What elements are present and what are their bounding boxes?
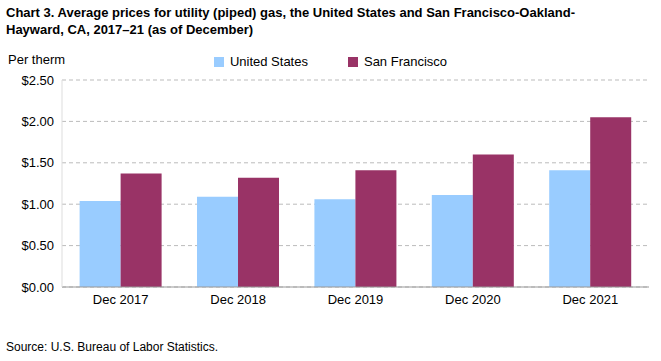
svg-text:$1.00: $1.00: [21, 197, 54, 212]
svg-text:$1.50: $1.50: [21, 155, 54, 170]
html-text:Source: U.S. Bureau of Labor S: Source: U.S. Bureau of Labor Statistics.: [6, 340, 219, 354]
svg-text:Dec 2021: Dec 2021: [562, 292, 618, 307]
svg-text:$2.00: $2.00: [21, 114, 54, 129]
svg-text:Dec 2019: Dec 2019: [328, 292, 384, 307]
svg-text:$2.50: $2.50: [21, 73, 54, 88]
svg-text:Dec 2017: Dec 2017: [93, 292, 149, 307]
svg-text:$0.00: $0.00: [21, 280, 54, 295]
svg-text:Dec 2018: Dec 2018: [210, 292, 266, 307]
html-text:Per therm: Per therm: [8, 52, 66, 67]
svg-text:Dec 2020: Dec 2020: [445, 292, 501, 307]
html-text:Chart 3. Average prices for ut: Chart 3. Average prices for utility (pip…: [6, 5, 575, 37]
svg-text:$0.50: $0.50: [21, 238, 54, 253]
html-text:San Francisco: San Francisco: [364, 54, 448, 69]
html-text:United States: United States: [229, 54, 308, 69]
